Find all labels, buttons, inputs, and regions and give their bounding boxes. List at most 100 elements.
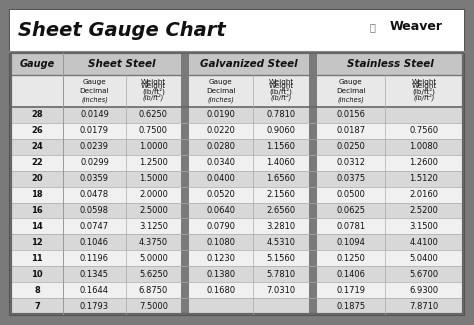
Text: 1.0000: 1.0000 (139, 142, 168, 151)
Bar (181, 250, 189, 266)
Bar (63, 107, 181, 123)
Bar (11, 107, 63, 123)
Bar (189, 187, 309, 202)
Bar (189, 107, 309, 123)
Text: 0.0359: 0.0359 (80, 174, 109, 183)
Text: 2.6560: 2.6560 (266, 206, 296, 215)
Bar (189, 298, 309, 314)
Text: 5.6700: 5.6700 (410, 270, 438, 279)
Bar (63, 187, 181, 202)
Text: 5.7810: 5.7810 (266, 270, 296, 279)
Text: 5.6250: 5.6250 (139, 270, 168, 279)
Text: 0.0179: 0.0179 (80, 126, 109, 136)
Text: 4.3750: 4.3750 (139, 238, 168, 247)
Text: 18: 18 (31, 190, 43, 199)
Text: Weight: Weight (411, 79, 437, 85)
Bar (11, 250, 63, 266)
Text: 🚛: 🚛 (369, 22, 375, 32)
Bar (189, 250, 309, 266)
Bar (63, 123, 181, 139)
Bar (309, 298, 317, 314)
Bar (181, 171, 189, 187)
Bar (181, 218, 189, 234)
Text: 0.1380: 0.1380 (207, 270, 236, 279)
Bar (63, 202, 181, 218)
Text: 1.2600: 1.2600 (410, 158, 438, 167)
Text: Gauge: Gauge (82, 79, 106, 85)
Bar (63, 53, 181, 75)
Text: 0.1196: 0.1196 (80, 254, 109, 263)
Text: Decimal: Decimal (336, 88, 366, 94)
Text: (lb/ft²): (lb/ft²) (142, 87, 165, 95)
Bar (189, 171, 309, 187)
Text: 0.1046: 0.1046 (80, 238, 109, 247)
Text: 6.9300: 6.9300 (410, 286, 438, 295)
Text: Decimal: Decimal (80, 88, 109, 94)
Text: Stainless Steel: Stainless Steel (346, 59, 433, 69)
Text: 0.0239: 0.0239 (80, 142, 109, 151)
Text: Weight: Weight (141, 79, 166, 85)
Bar (309, 187, 317, 202)
Bar (317, 75, 463, 107)
Text: 10: 10 (31, 270, 43, 279)
Text: 0.1230: 0.1230 (207, 254, 236, 263)
Text: 0.0299: 0.0299 (80, 158, 109, 167)
Text: Weight: Weight (268, 79, 293, 85)
Bar (309, 218, 317, 234)
Text: 0.9060: 0.9060 (266, 126, 295, 136)
Text: 1.4060: 1.4060 (266, 158, 295, 167)
Text: Gauge: Gauge (209, 79, 233, 85)
Text: 1.6560: 1.6560 (266, 174, 296, 183)
Text: 0.0312: 0.0312 (337, 158, 365, 167)
Text: 2.5200: 2.5200 (410, 206, 438, 215)
Bar (11, 123, 63, 139)
Text: 2.5000: 2.5000 (139, 206, 168, 215)
Bar (189, 218, 309, 234)
Text: 24: 24 (31, 142, 43, 151)
Text: 0.1094: 0.1094 (337, 238, 365, 247)
Text: (lb/ft²): (lb/ft²) (143, 94, 164, 101)
Bar (309, 123, 317, 139)
Bar (317, 250, 463, 266)
Bar (181, 53, 189, 75)
Text: 0.0187: 0.0187 (337, 126, 365, 136)
Bar (181, 139, 189, 155)
Bar (11, 75, 63, 107)
Bar (181, 75, 189, 107)
Text: 1.5000: 1.5000 (139, 174, 168, 183)
Bar (317, 298, 463, 314)
Text: 0.1406: 0.1406 (337, 270, 365, 279)
Text: 0.7810: 0.7810 (266, 111, 296, 120)
Text: 7: 7 (34, 302, 40, 311)
Text: 14: 14 (31, 222, 43, 231)
Text: (inches): (inches) (208, 97, 235, 103)
Text: Gauge: Gauge (19, 59, 55, 69)
Text: 0.1680: 0.1680 (207, 286, 236, 295)
Bar (181, 202, 189, 218)
Text: Sheet Steel: Sheet Steel (88, 59, 156, 69)
Bar (63, 139, 181, 155)
Bar (10, 10, 464, 52)
Text: Gauge: Gauge (339, 79, 363, 85)
Bar (11, 282, 63, 298)
Text: 0.0375: 0.0375 (337, 174, 365, 183)
Bar (11, 139, 63, 155)
Text: 0.1250: 0.1250 (337, 254, 365, 263)
Text: 3.1500: 3.1500 (410, 222, 438, 231)
Text: 26: 26 (31, 126, 43, 136)
Text: 0.0500: 0.0500 (337, 190, 365, 199)
Text: 8: 8 (34, 286, 40, 295)
Bar (63, 250, 181, 266)
Bar (309, 171, 317, 187)
Bar (181, 234, 189, 250)
Text: 4.4100: 4.4100 (410, 238, 438, 247)
Bar (317, 53, 463, 75)
Text: (lb/ft²): (lb/ft²) (413, 94, 435, 101)
Bar (11, 218, 63, 234)
Bar (309, 282, 317, 298)
Bar (317, 139, 463, 155)
Bar (181, 266, 189, 282)
Text: 7.5000: 7.5000 (139, 302, 168, 311)
Bar (309, 266, 317, 282)
Bar (189, 282, 309, 298)
